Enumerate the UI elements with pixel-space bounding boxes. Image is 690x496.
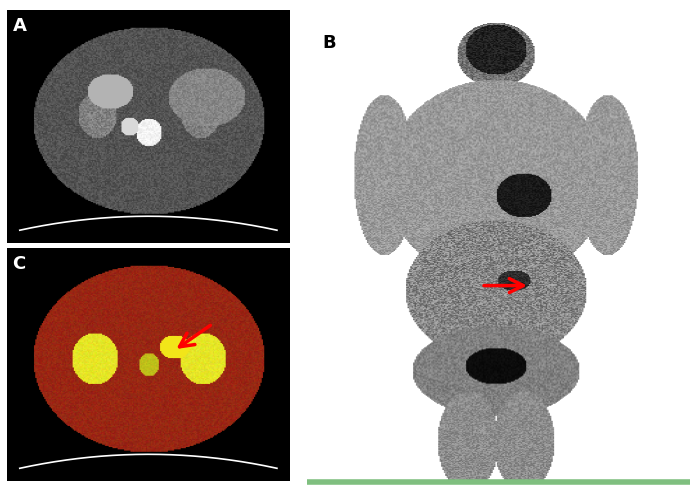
Text: A: A <box>12 17 26 35</box>
Text: B: B <box>322 34 336 52</box>
Text: C: C <box>12 255 26 273</box>
